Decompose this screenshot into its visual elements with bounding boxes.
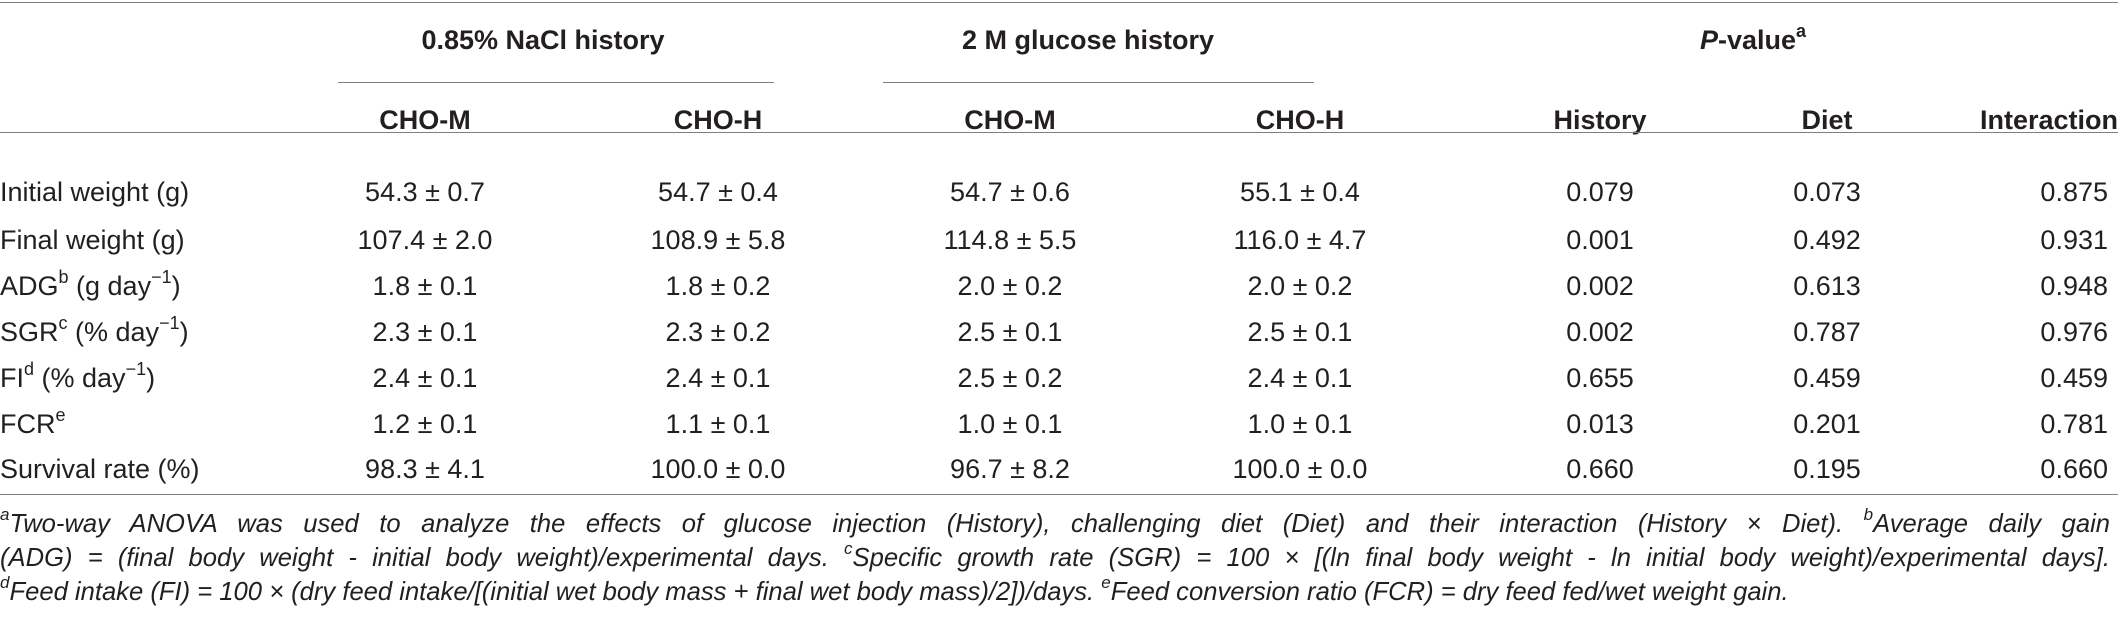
row-label: ADGb (g day−1)	[0, 267, 181, 301]
cell-p-diet: 0.459	[1793, 363, 1861, 393]
cell-p-interaction: 0.976	[2040, 317, 2108, 347]
cell-cho-m-nacl: 1.8 ± 0.1	[372, 271, 478, 301]
cell-p-history: 0.002	[1566, 271, 1634, 301]
group-rule-nacl	[338, 82, 774, 83]
cell-cho-h-glucose: 1.0 ± 0.1	[1247, 409, 1353, 439]
table-bottom-rule	[0, 494, 2118, 495]
row-label: Survival rate (%)	[0, 454, 200, 484]
cell-cho-h-nacl: 2.3 ± 0.2	[665, 317, 771, 347]
subheader-diet: Diet	[1801, 105, 1853, 135]
cell-p-history: 0.079	[1566, 177, 1634, 207]
cell-cho-m-glucose: 2.5 ± 0.1	[957, 317, 1063, 347]
group-header-glucose: 2 M glucose history	[961, 25, 1215, 55]
cell-p-interaction: 0.931	[2040, 225, 2108, 255]
table-header-rule	[0, 132, 2118, 133]
cell-cho-m-glucose: 2.0 ± 0.2	[957, 271, 1063, 301]
cell-cho-h-nacl: 100.0 ± 0.0	[650, 454, 786, 484]
group-header-pvalue: P-valuea	[1488, 21, 2018, 56]
cell-cho-m-nacl: 107.4 ± 2.0	[357, 225, 493, 255]
subheader-interaction: Interaction	[1979, 105, 2118, 135]
cell-p-history: 0.660	[1566, 454, 1634, 484]
cell-cho-h-nacl: 1.8 ± 0.2	[665, 271, 771, 301]
cell-cho-m-glucose: 96.7 ± 8.2	[950, 454, 1070, 484]
cell-cho-h-glucose: 100.0 ± 0.0	[1232, 454, 1368, 484]
cell-cho-h-glucose: 2.4 ± 0.1	[1247, 363, 1353, 393]
cell-cho-m-nacl: 2.4 ± 0.1	[372, 363, 478, 393]
cell-cho-h-nacl: 54.7 ± 0.4	[658, 177, 778, 207]
cell-cho-m-nacl: 2.3 ± 0.1	[372, 317, 478, 347]
cell-cho-m-nacl: 98.3 ± 4.1	[365, 454, 485, 484]
cell-p-diet: 0.195	[1793, 454, 1861, 484]
cell-p-history: 0.013	[1566, 409, 1634, 439]
footnote-line-1: aTwo-way ANOVA was used to analyze the e…	[0, 505, 2110, 538]
row-label: Final weight (g)	[0, 225, 185, 255]
cell-cho-h-glucose: 2.0 ± 0.2	[1247, 271, 1353, 301]
row-label: FId (% day−1)	[0, 359, 156, 393]
cell-cho-h-nacl: 1.1 ± 0.1	[665, 409, 771, 439]
cell-cho-m-glucose: 1.0 ± 0.1	[957, 409, 1063, 439]
cell-cho-h-nacl: 108.9 ± 5.8	[650, 225, 786, 255]
footnote-line-2: (ADG) = (final body weight - initial bod…	[0, 539, 2110, 572]
subheader-cho-h-nacl: CHO-H	[673, 105, 763, 135]
cell-p-history: 0.002	[1566, 317, 1634, 347]
cell-cho-h-glucose: 55.1 ± 0.4	[1240, 177, 1360, 207]
row-label: Initial weight (g)	[0, 177, 190, 207]
pvalue-suffix: -value	[1717, 25, 1797, 55]
pvalue-footnote-mark: a	[1796, 21, 1807, 41]
cell-p-diet: 0.492	[1793, 225, 1861, 255]
cell-cho-h-glucose: 116.0 ± 4.7	[1233, 225, 1367, 255]
cell-p-diet: 0.787	[1793, 317, 1861, 347]
group-rule-glucose	[883, 82, 1314, 83]
subheader-cho-m-nacl: CHO-M	[379, 105, 471, 135]
cell-p-interaction: 0.781	[2040, 409, 2108, 439]
cell-p-interaction: 0.948	[2040, 271, 2108, 301]
footnote-line-3: dFeed intake (FI) = 100 × (dry feed inta…	[0, 573, 1789, 606]
cell-cho-h-nacl: 2.4 ± 0.1	[665, 363, 771, 393]
row-label: SGRc (% day−1)	[0, 313, 189, 347]
cell-cho-h-glucose: 2.5 ± 0.1	[1247, 317, 1353, 347]
group-header-nacl: 0.85% NaCl history	[421, 25, 665, 55]
cell-p-interaction: 0.459	[2040, 363, 2108, 393]
cell-cho-m-nacl: 1.2 ± 0.1	[372, 409, 478, 439]
cell-cho-m-glucose: 54.7 ± 0.6	[950, 177, 1070, 207]
cell-p-history: 0.655	[1566, 363, 1634, 393]
cell-p-history: 0.001	[1566, 225, 1634, 255]
subheader-history: History	[1553, 105, 1647, 135]
subheader-cho-h-glucose: CHO-H	[1255, 105, 1345, 135]
cell-cho-m-nacl: 54.3 ± 0.7	[365, 177, 485, 207]
cell-p-interaction: 0.875	[2040, 177, 2108, 207]
cell-cho-m-glucose: 114.8 ± 5.5	[943, 225, 1077, 255]
cell-cho-m-glucose: 2.5 ± 0.2	[957, 363, 1063, 393]
cell-p-diet: 0.201	[1793, 409, 1861, 439]
cell-p-interaction: 0.660	[2040, 454, 2108, 484]
table-top-rule	[0, 2, 2118, 3]
pvalue-italic-p: P	[1699, 25, 1718, 55]
cell-p-diet: 0.613	[1793, 271, 1861, 301]
row-label: FCRe	[0, 405, 66, 439]
subheader-cho-m-glucose: CHO-M	[964, 105, 1056, 135]
cell-p-diet: 0.073	[1793, 177, 1861, 207]
